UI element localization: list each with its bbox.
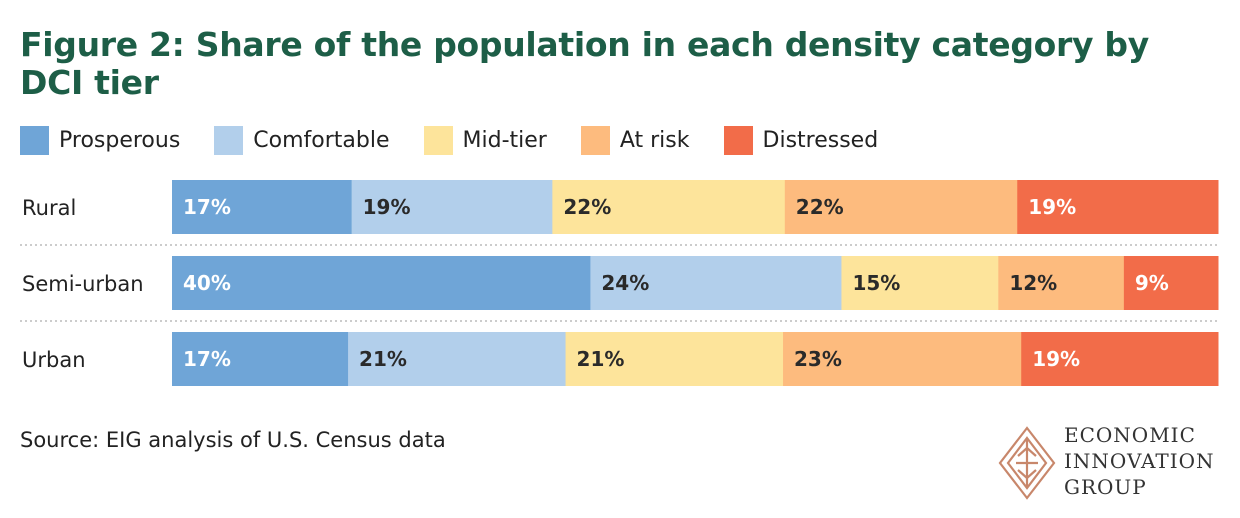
bar-rural-comfortable	[351, 180, 553, 234]
data-label-semi-urban-comfortable: 24%	[601, 271, 649, 295]
category-label-urban: Urban	[22, 348, 86, 372]
legend-item-prosperous: Prosperous	[20, 125, 181, 155]
data-label-rural-distressed: 19%	[1028, 195, 1076, 219]
logo-line-3: GROUP	[1064, 475, 1147, 499]
stacked-bar-chart: Rural 17% 19% 22% 22% 19% Semi-urban 40% 24% 15% 1…	[20, 180, 1219, 386]
data-label-semi-urban-at-risk: 12%	[1009, 271, 1057, 295]
eig-logo: ECONOMIC INNOVATION GROUP	[998, 422, 1228, 504]
bar-semi-urban-at-risk	[998, 256, 1125, 310]
bar-semi-urban-comfortable	[590, 256, 842, 310]
data-label-rural-comfortable: 19%	[363, 195, 411, 219]
category-label-semi-urban: Semi-urban	[22, 272, 144, 296]
bar-urban-comfortable	[348, 332, 567, 386]
bar-urban-at-risk	[783, 332, 1022, 386]
data-label-semi-urban-mid-tier: 15%	[852, 271, 900, 295]
legend-item-mid-tier: Mid-tier	[423, 125, 547, 155]
data-label-urban-distressed: 19%	[1032, 347, 1080, 371]
bar-urban-mid-tier	[565, 332, 784, 386]
bar-semi-urban-mid-tier	[841, 256, 999, 310]
data-label-rural-mid-tier: 22%	[563, 195, 611, 219]
data-label-rural-at-risk: 22%	[796, 195, 844, 219]
bar-rural-distressed	[1017, 180, 1219, 234]
legend-label-prosperous: Prosperous	[59, 127, 181, 153]
bar-urban-prosperous	[172, 332, 349, 386]
data-label-urban-mid-tier: 21%	[577, 347, 625, 371]
legend-label-at-risk: At risk	[619, 127, 690, 153]
bar-rural-at-risk	[784, 180, 1018, 234]
legend-swatch-mid-tier	[423, 125, 453, 155]
bar-rural-prosperous	[172, 180, 353, 234]
chart-title: Figure 2: Share of the population in eac…	[20, 25, 1149, 102]
eig-logo-text: ECONOMIC INNOVATION GROUP	[1064, 422, 1215, 500]
bar-semi-urban-distressed	[1123, 256, 1219, 310]
category-label-rural: Rural	[22, 196, 76, 220]
legend-item-at-risk: At risk	[580, 125, 690, 155]
source-note: Source: EIG analysis of U.S. Census data	[20, 428, 446, 452]
legend: Prosperous Comfortable Mid-tier At risk …	[20, 124, 912, 156]
bar-semi-urban-prosperous	[172, 256, 591, 310]
legend-item-comfortable: Comfortable	[214, 125, 390, 155]
legend-item-distressed: Distressed	[723, 125, 879, 155]
data-label-rural-prosperous: 17%	[183, 195, 231, 219]
data-label-semi-urban-prosperous: 40%	[183, 271, 231, 295]
data-label-urban-comfortable: 21%	[359, 347, 407, 371]
legend-swatch-at-risk	[580, 125, 610, 155]
eig-diamond-icon	[998, 426, 1056, 500]
legend-label-comfortable: Comfortable	[253, 127, 390, 153]
logo-line-2: INNOVATION	[1064, 449, 1215, 473]
bar-rural-mid-tier	[552, 180, 786, 234]
legend-label-mid-tier: Mid-tier	[462, 127, 547, 153]
bar-urban-distressed	[1021, 332, 1219, 386]
data-label-urban-prosperous: 17%	[183, 347, 231, 371]
data-label-semi-urban-distressed: 9%	[1135, 271, 1169, 295]
legend-label-distressed: Distressed	[762, 127, 879, 153]
legend-swatch-prosperous	[20, 125, 49, 155]
data-label-urban-at-risk: 23%	[794, 347, 842, 371]
legend-swatch-comfortable	[214, 125, 244, 155]
logo-line-1: ECONOMIC	[1064, 423, 1196, 447]
legend-swatch-distressed	[723, 125, 753, 155]
